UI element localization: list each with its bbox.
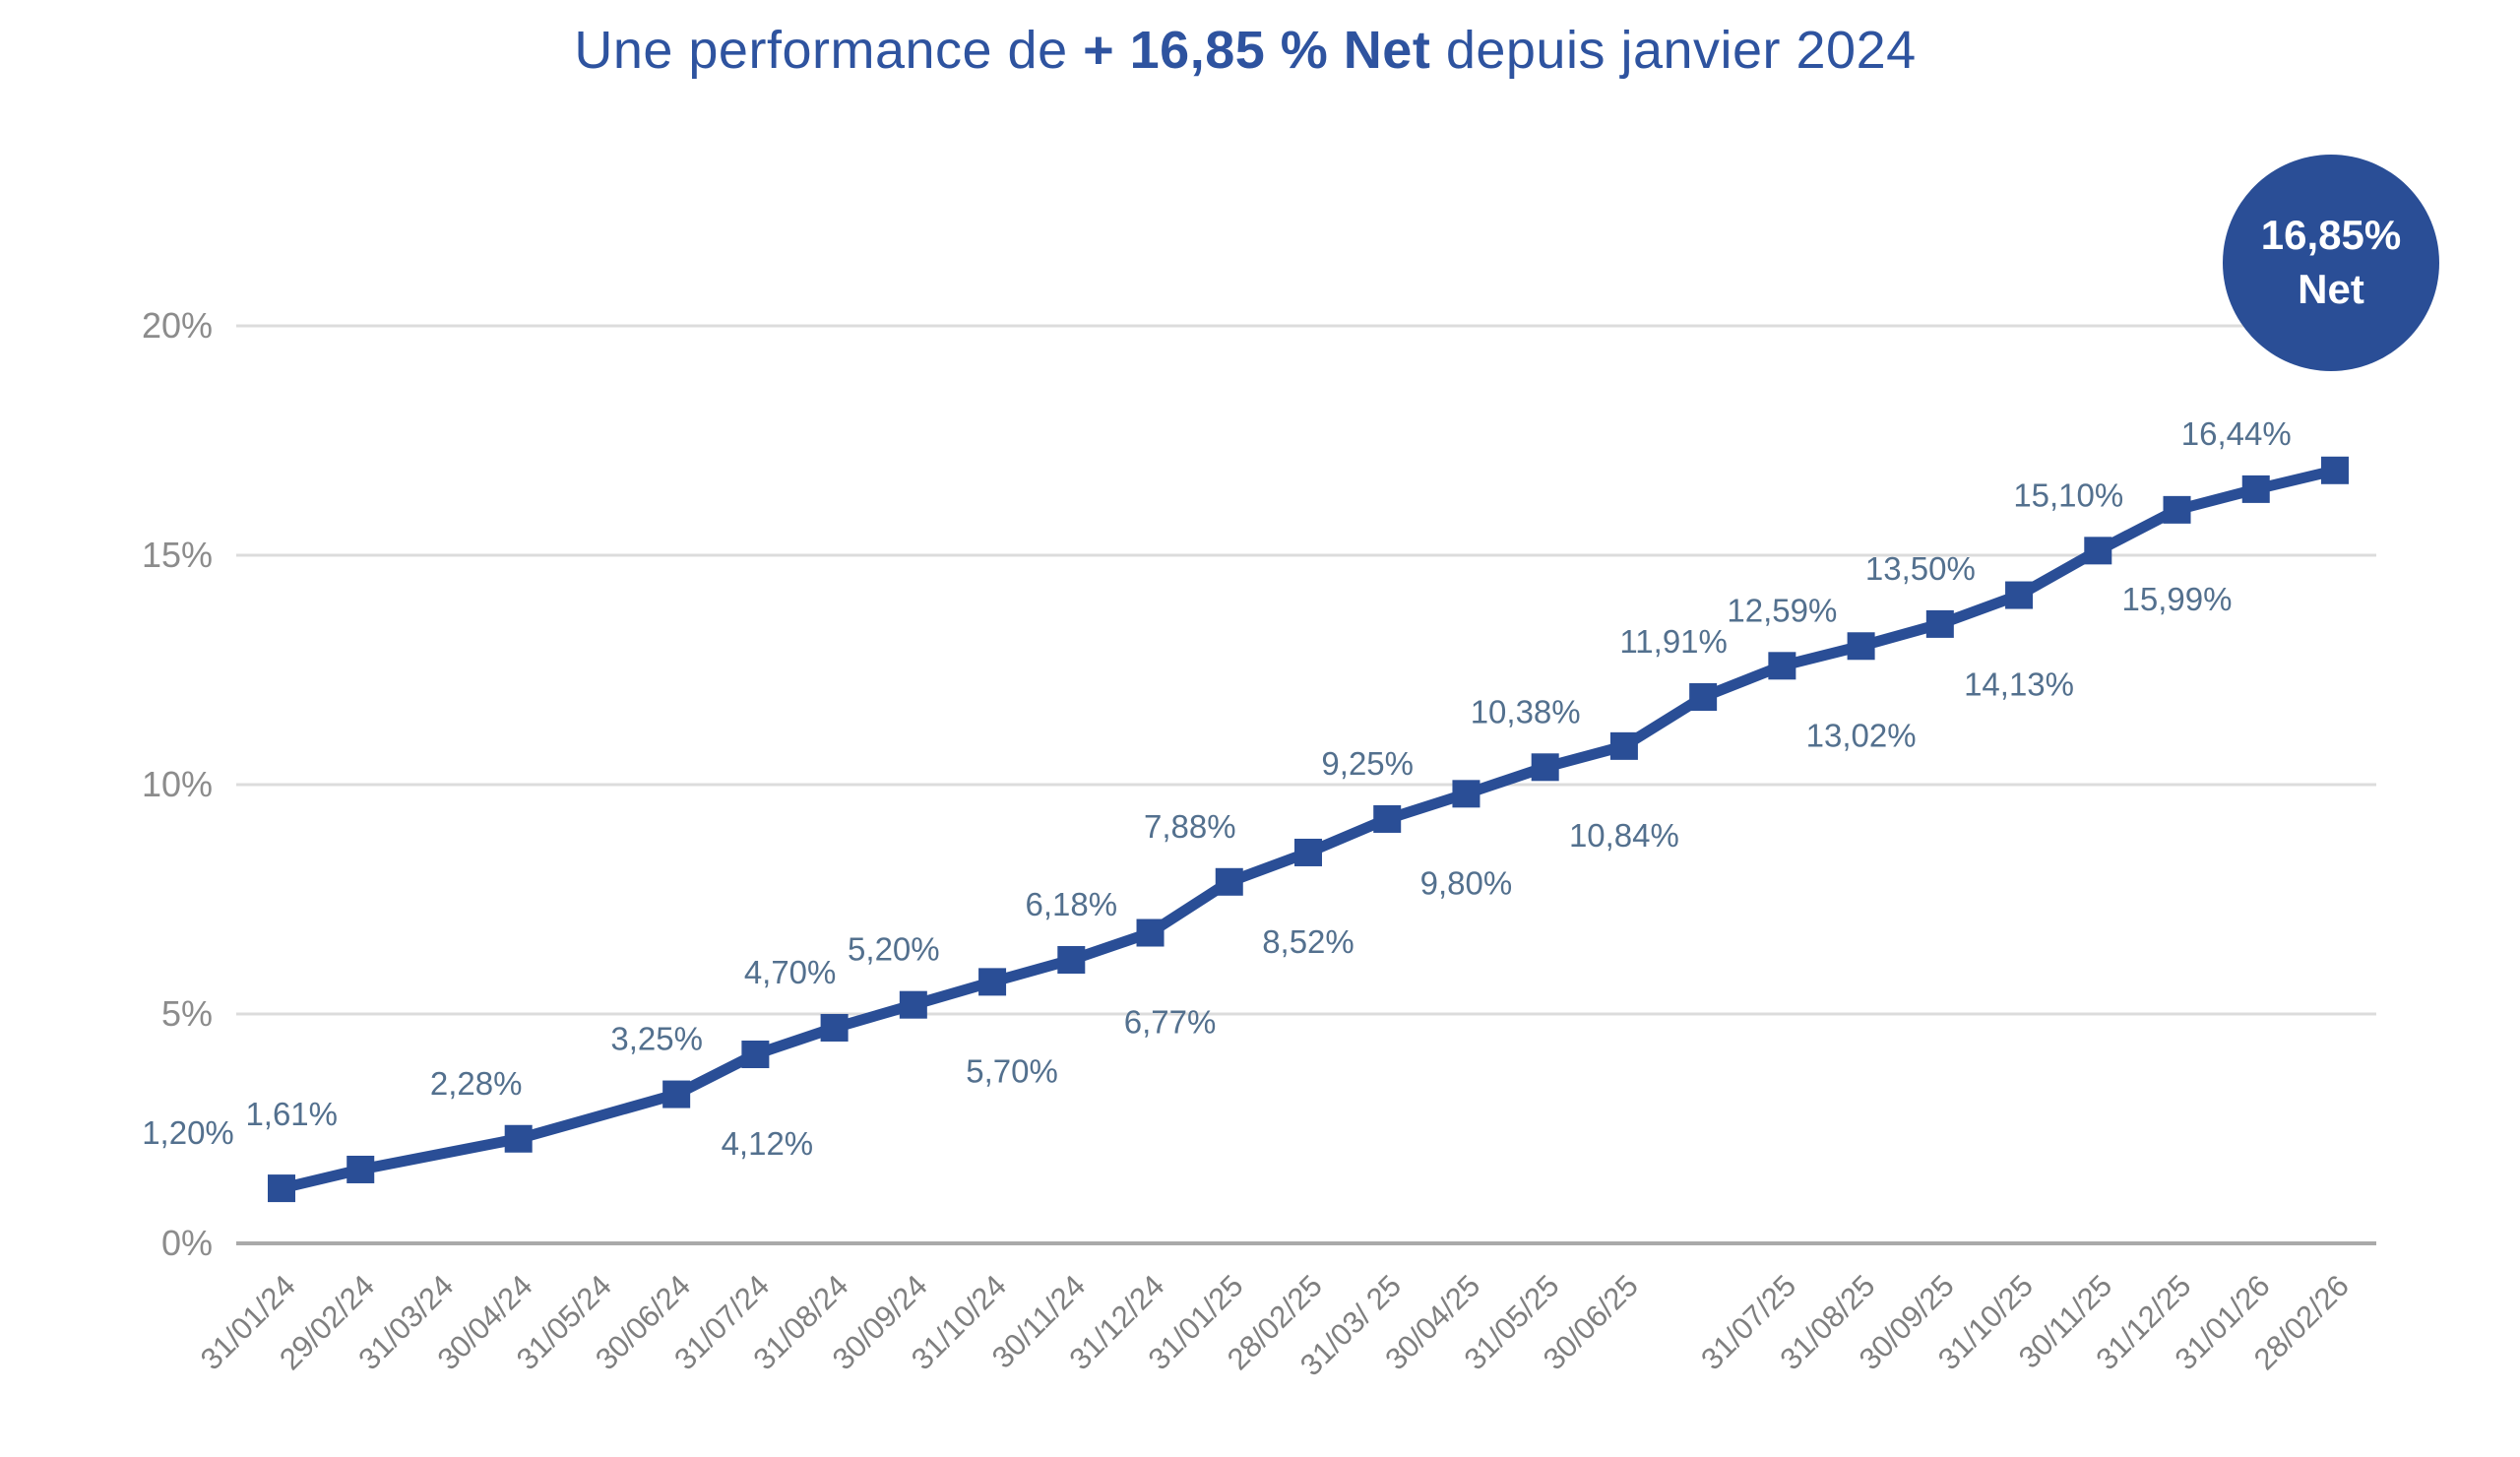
data-point-marker bbox=[504, 1124, 533, 1153]
data-point-label: 10,84% bbox=[1569, 817, 1679, 854]
data-point-marker bbox=[741, 1041, 770, 1069]
data-point-marker bbox=[1373, 804, 1402, 833]
data-point-label: 5,70% bbox=[966, 1052, 1058, 1089]
data-point-label: 5,20% bbox=[848, 931, 940, 968]
data-point-marker bbox=[1136, 919, 1165, 947]
data-point-label: 2,28% bbox=[430, 1065, 523, 1102]
data-point-marker bbox=[1689, 682, 1718, 711]
data-point-marker bbox=[1452, 780, 1480, 808]
data-point-marker bbox=[268, 1174, 295, 1203]
y-axis-label: 5% bbox=[161, 993, 213, 1034]
data-point-marker bbox=[820, 1013, 849, 1042]
data-point-label: 4,70% bbox=[744, 954, 837, 990]
data-point-label: 15,10% bbox=[2013, 476, 2123, 513]
data-point-label: 9,25% bbox=[1321, 745, 1414, 782]
data-point-label: 10,38% bbox=[1471, 693, 1581, 729]
data-point-marker bbox=[2320, 456, 2349, 484]
data-point-marker bbox=[346, 1155, 375, 1183]
data-point-label: 16,44% bbox=[2181, 415, 2292, 452]
data-point-label: 4,12% bbox=[722, 1125, 814, 1162]
data-point-marker bbox=[978, 968, 1007, 996]
title-suffix: depuis janvier 2024 bbox=[1430, 21, 1917, 80]
data-point-label: 3,25% bbox=[610, 1021, 703, 1057]
data-point-marker bbox=[1215, 867, 1243, 896]
title-prefix: Une performance de bbox=[574, 21, 1084, 80]
badge-unit: Net bbox=[2298, 266, 2364, 312]
data-point-label: 8,52% bbox=[1262, 923, 1354, 960]
data-point-marker bbox=[1057, 946, 1086, 975]
data-point-marker bbox=[662, 1080, 691, 1109]
data-point-marker bbox=[1768, 652, 1796, 680]
data-point-label: 12,59% bbox=[1727, 592, 1837, 628]
data-point-label: 9,80% bbox=[1420, 864, 1513, 901]
data-point-marker bbox=[2241, 475, 2270, 503]
data-point-label: 15,99% bbox=[2122, 581, 2233, 617]
data-point-label: 6,18% bbox=[1026, 886, 1118, 922]
data-point-label: 13,02% bbox=[1806, 717, 1917, 753]
data-point-label: 7,88% bbox=[1144, 808, 1236, 845]
data-point-marker bbox=[1925, 609, 1954, 638]
y-axis-label: 15% bbox=[142, 535, 213, 575]
data-point-marker bbox=[2005, 581, 2034, 609]
data-point-marker bbox=[2163, 495, 2191, 524]
y-axis-label: 0% bbox=[161, 1223, 213, 1263]
data-point-label: 14,13% bbox=[1964, 666, 2074, 703]
data-point-label: 11,91% bbox=[1619, 623, 1727, 660]
page-title: Une performance de + 16,85 % Net depuis … bbox=[0, 20, 2490, 81]
title-performance-value: + 16,85 % Net bbox=[1083, 21, 1431, 80]
data-point-marker bbox=[1531, 753, 1559, 782]
data-point-marker bbox=[1293, 838, 1322, 866]
data-point-marker bbox=[1847, 632, 1875, 661]
badge-value: 16,85% bbox=[2260, 212, 2402, 259]
data-point-label: 13,50% bbox=[1865, 550, 1976, 587]
performance-line bbox=[276, 465, 2341, 1194]
data-point-label: 6,77% bbox=[1124, 1004, 1217, 1041]
data-point-label: 1,20% bbox=[142, 1114, 234, 1151]
y-axis-label: 10% bbox=[142, 764, 213, 804]
data-point-marker bbox=[899, 990, 927, 1019]
data-point-marker bbox=[1609, 731, 1638, 760]
data-point-label: 1,61% bbox=[245, 1096, 338, 1132]
data-point-marker bbox=[2084, 537, 2112, 565]
y-axis-label: 20% bbox=[142, 305, 213, 346]
net-performance-badge: 16,85% Net bbox=[2223, 155, 2439, 371]
